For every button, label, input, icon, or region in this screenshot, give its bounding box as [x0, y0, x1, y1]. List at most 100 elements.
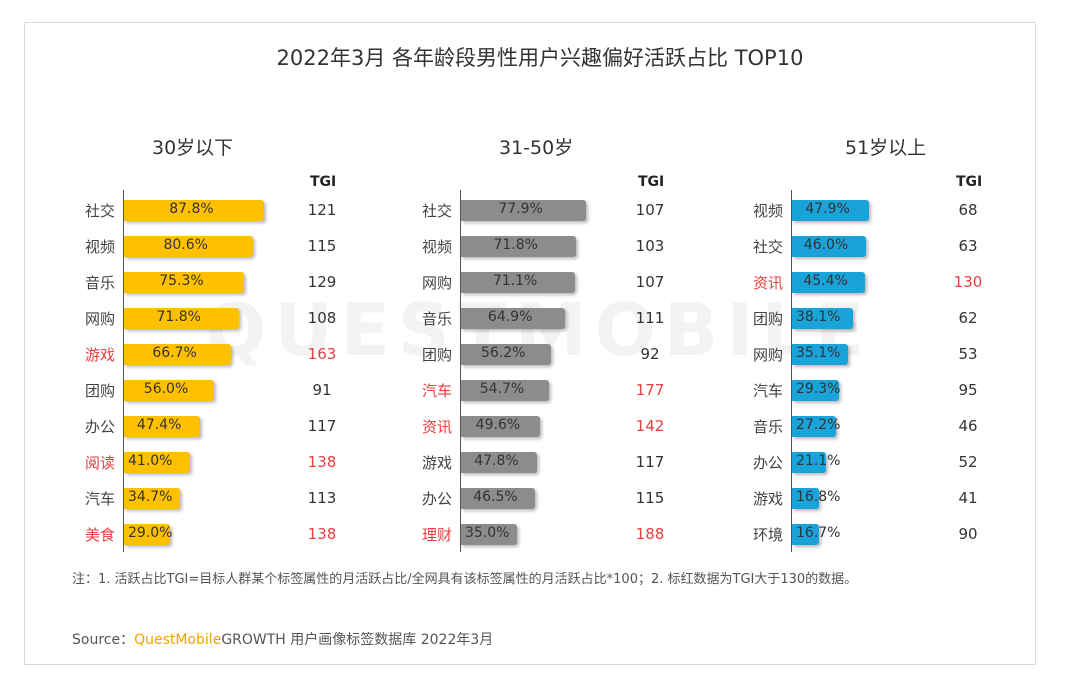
tgi-value: 63: [958, 237, 978, 255]
bar: [461, 307, 565, 329]
tgi-value: 117: [635, 453, 665, 471]
panel-title: 31-50岁: [499, 137, 574, 159]
category-label: 游戏: [752, 490, 783, 508]
category-label: 社交: [752, 238, 783, 256]
source-brand: QuestMobile: [134, 632, 222, 648]
bar: [461, 451, 538, 473]
tgi-value: 111: [635, 309, 665, 327]
bar: [792, 271, 865, 293]
category-label: 团购: [752, 310, 783, 328]
tgi-value: 52: [958, 453, 978, 471]
category-label: 办公: [84, 418, 115, 436]
tgi-value: 62: [958, 309, 978, 327]
bar: [461, 343, 551, 365]
category-label: 社交: [84, 202, 115, 220]
bar: [792, 343, 849, 365]
value-label: 47.8%: [474, 453, 519, 469]
value-label: 49.6%: [475, 417, 521, 433]
bar: [124, 487, 180, 509]
bar: [124, 271, 245, 293]
bar: [461, 271, 575, 293]
tgi-value: 177: [635, 381, 665, 399]
category-label: 音乐: [752, 418, 783, 436]
tgi-value: 108: [307, 309, 337, 327]
tgi-header: TGI: [638, 174, 665, 190]
bar: [124, 379, 214, 401]
bar: [792, 487, 819, 509]
category-label: 网购: [84, 310, 115, 328]
value-label: 29.0%: [128, 525, 173, 541]
tgi-value: 68: [958, 201, 978, 219]
category-label: 团购: [84, 382, 115, 400]
bar: [461, 199, 586, 221]
tgi-value: 41: [958, 489, 978, 507]
value-label: 46.5%: [473, 489, 518, 505]
value-label: 35.1%: [796, 345, 841, 361]
tgi-value: 90: [958, 525, 978, 543]
bar: [124, 307, 239, 329]
bar: [792, 451, 826, 473]
bar: [461, 523, 517, 545]
tgi-value: 95: [958, 381, 978, 399]
category-label: 网购: [421, 274, 452, 292]
tgi-value: 121: [307, 201, 337, 219]
value-label: 87.8%: [169, 201, 214, 217]
value-label: 34.7%: [128, 489, 173, 505]
category-label: 环境: [752, 526, 783, 544]
y-axis-line: [460, 190, 461, 552]
value-label: 75.3%: [159, 273, 204, 289]
tgi-value: 107: [635, 273, 665, 291]
category-label: 资讯: [752, 274, 783, 292]
source-suffix: GROWTH 用户画像标签数据库 2022年3月: [221, 632, 494, 648]
tgi-value: 53: [958, 345, 978, 363]
bar: [792, 415, 836, 437]
bar: [792, 235, 866, 257]
bar: [124, 343, 231, 365]
category-label: 理财: [421, 526, 452, 544]
category-label: 视频: [421, 238, 452, 256]
bar: [792, 379, 839, 401]
value-label: 77.9%: [498, 201, 543, 217]
category-label: 汽车: [752, 382, 783, 400]
value-label: 16.7%: [796, 525, 841, 541]
tgi-value: 129: [307, 273, 337, 291]
value-label: 71.8%: [493, 237, 538, 253]
value-label: 56.0%: [143, 381, 189, 397]
bar: [124, 199, 265, 221]
category-label: 团购: [421, 346, 452, 364]
bar: [461, 379, 549, 401]
category-label: 美食: [84, 526, 115, 544]
value-label: 47.4%: [136, 417, 182, 433]
tgi-value: 107: [635, 201, 665, 219]
footnote: 注：1. 活跃占比TGI=目标人群某个标签属性的月活跃占比/全网具有该标签属性的…: [72, 572, 858, 587]
category-label: 办公: [752, 454, 783, 472]
value-label: 35.0%: [465, 525, 510, 541]
tgi-value: 117: [307, 417, 337, 435]
tgi-value: 91: [312, 381, 332, 399]
bar: [792, 523, 819, 545]
tgi-value: 103: [635, 237, 665, 255]
y-axis-line: [123, 190, 124, 552]
panel-title: 30岁以下: [152, 137, 234, 159]
bar: [792, 307, 853, 329]
bar: [461, 235, 576, 257]
panel-title: 51岁以上: [845, 137, 927, 159]
bar: [124, 235, 253, 257]
chart-title: 2022年3月 各年龄段男性用户兴趣偏好活跃占比 TOP10: [276, 46, 804, 70]
category-label: 阅读: [84, 454, 115, 472]
value-label: 64.9%: [487, 309, 533, 325]
value-label: 16.8%: [796, 489, 841, 505]
category-label: 网购: [752, 346, 783, 364]
bar: [124, 523, 171, 545]
source-line: Source：QuestMobileGROWTH 用户画像标签数据库 2022年…: [72, 629, 493, 649]
value-label: 54.7%: [479, 381, 525, 397]
tgi-value: 115: [635, 489, 665, 507]
category-label: 游戏: [84, 346, 115, 364]
value-label: 56.2%: [480, 345, 526, 361]
category-label: 音乐: [84, 274, 115, 292]
tgi-value: 138: [307, 525, 337, 543]
value-label: 38.1%: [796, 309, 841, 325]
category-label: 游戏: [421, 454, 452, 472]
bar: [461, 487, 536, 509]
bar: [124, 451, 190, 473]
